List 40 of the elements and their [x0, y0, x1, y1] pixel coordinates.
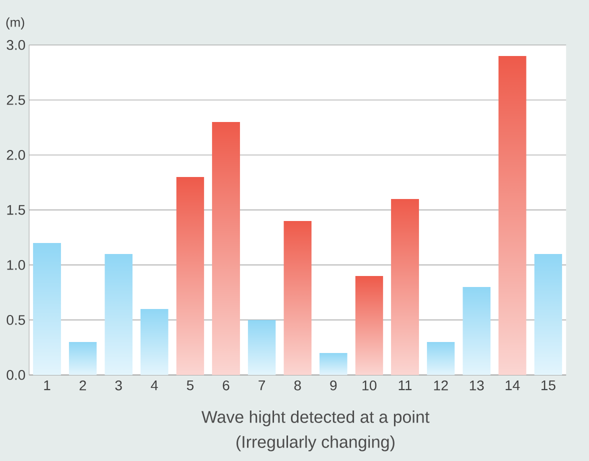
x-axis-title: Wave hight detected at a point: [202, 410, 430, 426]
x-tick-label: 10: [362, 380, 376, 390]
bar: [33, 242, 61, 375]
y-tick-label: 2.0: [6, 150, 26, 160]
y-tick-label: 3.0: [6, 40, 26, 50]
y-tick-label: 1.5: [7, 205, 26, 215]
x-tick-label: 8: [294, 380, 301, 390]
bar: [498, 56, 526, 375]
x-tick-label: 14: [506, 380, 520, 390]
x-tick-label: 15: [542, 380, 556, 390]
x-tick-label: 3: [115, 380, 122, 390]
x-tick-label: 12: [434, 380, 448, 390]
bar: [248, 320, 276, 375]
bar: [212, 122, 240, 375]
bar: [284, 220, 312, 375]
bar: [355, 276, 384, 375]
x-tick-label: 7: [258, 380, 265, 390]
y-tick-label: 1.0: [7, 260, 26, 270]
x-tick-label: 6: [222, 380, 230, 390]
bar: [391, 199, 419, 375]
text: (Irregularly changing): [236, 436, 394, 452]
x-tick-label: 11: [398, 380, 412, 390]
y-axis-title: (m): [6, 17, 24, 30]
bar: [68, 342, 97, 375]
bar: [534, 254, 562, 375]
x-tick-label: 1: [44, 380, 50, 390]
bar: [176, 177, 204, 375]
bar: [426, 342, 455, 375]
y-tick-label: 0.0: [6, 370, 26, 380]
bar: [462, 286, 491, 375]
x-tick-label: 4: [150, 380, 158, 390]
bar: [319, 352, 348, 375]
x-tick-label: 2: [80, 380, 86, 390]
x-tick-label: 9: [330, 380, 337, 390]
x-tick-label: 13: [470, 380, 484, 390]
y-tick-label: 2.5: [6, 95, 26, 105]
bar: [140, 308, 168, 375]
y-tick-label: 0.5: [6, 315, 26, 325]
bar: [104, 254, 133, 375]
x-tick-label: 5: [186, 380, 194, 390]
